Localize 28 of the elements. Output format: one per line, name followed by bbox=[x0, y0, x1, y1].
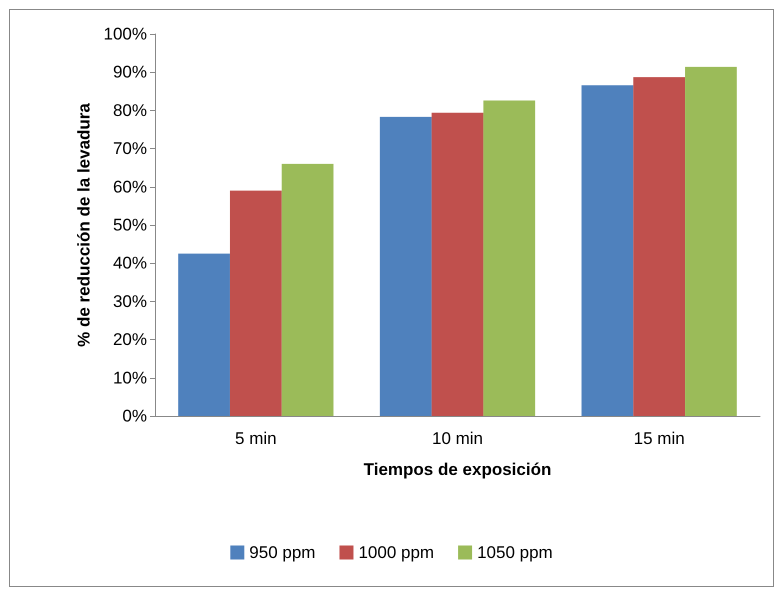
y-tick-label: 20% bbox=[112, 330, 147, 350]
y-tick-label: 10% bbox=[112, 368, 147, 388]
y-tick-label: 30% bbox=[112, 292, 147, 311]
x-tick-label: 10 min bbox=[432, 429, 484, 448]
y-tick-label: 70% bbox=[112, 139, 147, 158]
bar bbox=[178, 254, 230, 416]
x-tick-label: 15 min bbox=[634, 429, 685, 448]
legend-label: 950 ppm bbox=[249, 543, 316, 562]
legend-label: 1000 ppm bbox=[358, 543, 434, 562]
bar bbox=[685, 66, 737, 416]
bar bbox=[432, 112, 484, 416]
bar bbox=[230, 190, 282, 416]
y-tick-label: 0% bbox=[122, 406, 147, 426]
y-tick-label: 100% bbox=[104, 24, 147, 44]
y-axis-title: % de reducción de la levadura bbox=[74, 102, 94, 347]
y-tick-label: 60% bbox=[112, 177, 147, 196]
bar bbox=[282, 164, 334, 416]
bar bbox=[582, 85, 634, 416]
x-axis-title: Tiempos de exposición bbox=[364, 460, 552, 479]
x-tick-label: 5 min bbox=[235, 429, 277, 448]
y-tick-label: 50% bbox=[112, 216, 147, 234]
y-tick-label: 90% bbox=[112, 62, 147, 82]
legend-label: 1050 ppm bbox=[477, 543, 553, 562]
y-tick-label: 80% bbox=[112, 100, 147, 120]
bar bbox=[633, 77, 686, 416]
bar bbox=[483, 100, 536, 416]
bar bbox=[380, 116, 432, 416]
y-tick-label: 40% bbox=[112, 254, 147, 273]
